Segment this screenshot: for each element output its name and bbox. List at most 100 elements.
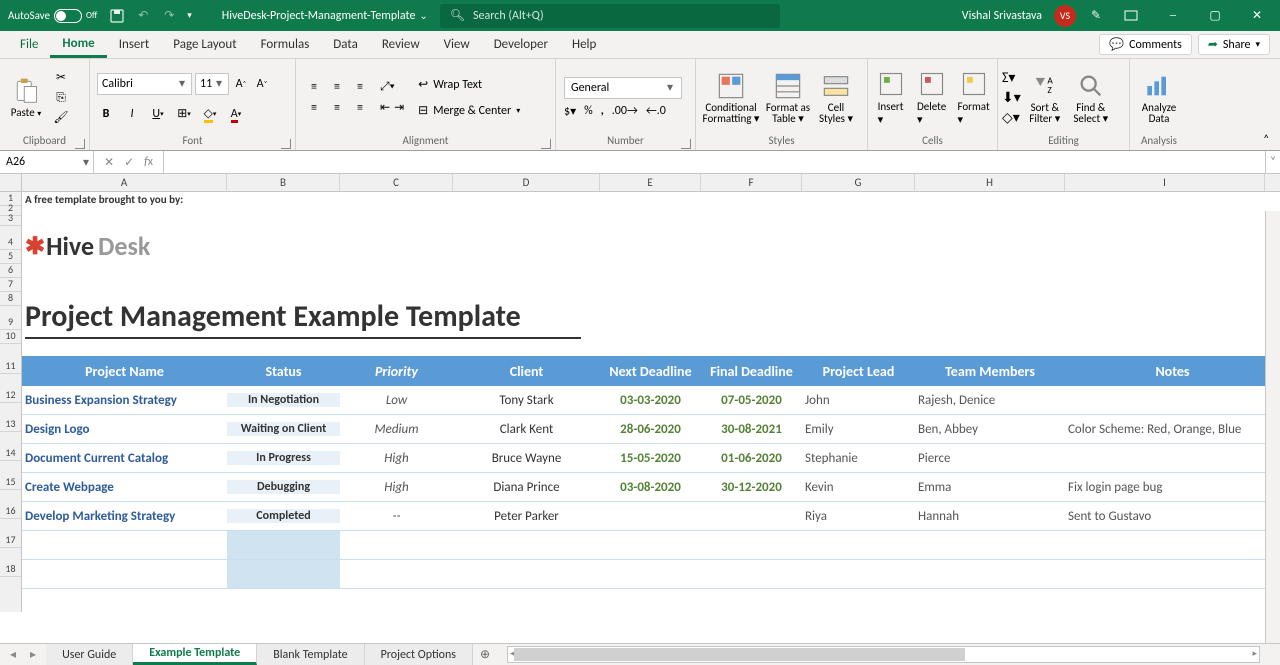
- col-header-E[interactable]: E: [600, 174, 701, 191]
- cell-final-deadline[interactable]: 30-12-2020: [701, 480, 802, 495]
- cell-project-name[interactable]: Develop Marketing Strategy: [22, 509, 227, 524]
- collapse-ribbon-icon[interactable]: ˄: [1263, 133, 1277, 147]
- sheet-tab-user-guide[interactable]: User Guide: [46, 644, 133, 665]
- font-color-button[interactable]: A▾: [227, 105, 245, 123]
- row-header[interactable]: 12: [0, 374, 21, 403]
- user-avatar[interactable]: VS: [1054, 5, 1076, 27]
- cell-project-lead[interactable]: John: [802, 393, 915, 408]
- table-row[interactable]: [22, 531, 1280, 560]
- align-middle-icon[interactable]: ≡: [327, 78, 347, 96]
- cell-status[interactable]: Completed: [227, 509, 340, 523]
- ribbon-display-icon[interactable]: [1116, 6, 1146, 26]
- cell-client[interactable]: Clark Kent: [453, 422, 600, 437]
- cell-status[interactable]: In Negotiation: [227, 393, 340, 407]
- cell-status[interactable]: Debugging: [227, 480, 340, 494]
- cell-notes[interactable]: Fix login page bug: [1065, 480, 1280, 495]
- col-header-H[interactable]: H: [915, 174, 1065, 191]
- expand-formula-icon[interactable]: ˅: [1265, 151, 1280, 173]
- cell-team-members[interactable]: Hannah: [915, 509, 1065, 524]
- insert-cells-button[interactable]: Insert▾: [872, 70, 909, 126]
- tab-formulas[interactable]: Formulas: [249, 31, 322, 58]
- row-header[interactable]: 11: [0, 344, 21, 374]
- tab-pagelayout[interactable]: Page Layout: [161, 31, 248, 58]
- col-header-B[interactable]: B: [227, 174, 340, 191]
- cell-priority[interactable]: --: [340, 509, 453, 524]
- share-button[interactable]: ➦Share▾: [1198, 34, 1270, 55]
- cell-client[interactable]: Diana Prince: [453, 480, 600, 495]
- row-header[interactable]: 6: [0, 264, 21, 278]
- orientation-icon[interactable]: ⤢▾: [380, 80, 404, 94]
- cell-project-name[interactable]: Design Logo: [22, 422, 227, 437]
- align-center-icon[interactable]: ≡: [327, 99, 347, 117]
- row-header[interactable]: 17: [0, 519, 21, 548]
- cell-team-members[interactable]: Rajesh, Denice: [915, 393, 1065, 408]
- table-row[interactable]: Develop Marketing StrategyCompleted--Pet…: [22, 502, 1280, 531]
- alignment-dialog-icon[interactable]: [541, 139, 551, 149]
- sheet-nav-next-icon[interactable]: ▸: [30, 647, 36, 662]
- row-header[interactable]: 3: [0, 216, 21, 226]
- cell-next-deadline[interactable]: 28-06-2020: [600, 422, 701, 437]
- row-header[interactable]: 16: [0, 490, 21, 519]
- qat-dropdown-icon[interactable]: ▾: [187, 10, 192, 21]
- col-header-F[interactable]: F: [701, 174, 802, 191]
- row-header[interactable]: 13: [0, 403, 21, 432]
- cell-project-name[interactable]: Document Current Catalog: [22, 451, 227, 466]
- row-header[interactable]: 7: [0, 278, 21, 292]
- cell-priority[interactable]: High: [340, 451, 453, 466]
- table-row[interactable]: [22, 560, 1280, 589]
- tab-home[interactable]: Home: [50, 31, 106, 58]
- sheet-tab-project-options[interactable]: Project Options: [365, 644, 473, 665]
- currency-icon[interactable]: $▾: [564, 104, 576, 119]
- cell-notes[interactable]: Sent to Gustavo: [1065, 509, 1280, 524]
- paste-button[interactable]: Paste ▾: [4, 76, 48, 119]
- decrease-decimal-icon[interactable]: ←.0: [646, 104, 666, 119]
- sheet-area[interactable]: A free template brought to you by: ✱Hive…: [22, 192, 1280, 612]
- table-row[interactable]: Document Current CatalogIn ProgressHighB…: [22, 444, 1280, 473]
- tab-review[interactable]: Review: [370, 31, 432, 58]
- sheet-nav-prev-icon[interactable]: ◂: [10, 647, 16, 662]
- conditional-formatting-button[interactable]: Conditional Formatting ▾: [700, 72, 762, 124]
- cell-next-deadline[interactable]: 03-03-2020: [600, 393, 701, 408]
- italic-button[interactable]: I: [123, 105, 141, 123]
- row-header[interactable]: 14: [0, 432, 21, 461]
- table-row[interactable]: Create WebpageDebuggingHighDiana Prince0…: [22, 473, 1280, 502]
- cell-next-deadline[interactable]: 15-05-2020: [600, 451, 701, 466]
- delete-cells-button[interactable]: Delete▾: [913, 70, 950, 126]
- cell-final-deadline[interactable]: 30-08-2021: [701, 422, 802, 437]
- cell-status[interactable]: Waiting on Client: [227, 422, 340, 436]
- vertical-scrollbar[interactable]: [1265, 211, 1280, 643]
- row-header[interactable]: 18: [0, 548, 21, 577]
- enter-formula-icon[interactable]: ✓: [124, 155, 134, 170]
- cell-client[interactable]: Bruce Wayne: [453, 451, 600, 466]
- cancel-formula-icon[interactable]: ✕: [104, 155, 114, 170]
- col-header-A[interactable]: A: [22, 174, 227, 191]
- fill-icon[interactable]: ⬇▾: [1002, 89, 1021, 106]
- align-right-icon[interactable]: ≡: [350, 99, 370, 117]
- cell-project-lead[interactable]: Kevin: [802, 480, 915, 495]
- tab-insert[interactable]: Insert: [107, 31, 162, 58]
- cell-status[interactable]: In Progress: [227, 451, 340, 465]
- comments-button[interactable]: 💬Comments: [1099, 34, 1192, 55]
- cell-project-name[interactable]: Business Expansion Strategy: [22, 393, 227, 408]
- cell-notes[interactable]: Color Scheme: Red, Orange, Blue: [1065, 422, 1280, 437]
- col-header-G[interactable]: G: [802, 174, 915, 191]
- tab-developer[interactable]: Developer: [482, 31, 560, 58]
- pen-icon[interactable]: ✎: [1088, 8, 1104, 24]
- cell-next-deadline[interactable]: 03-08-2020: [600, 480, 701, 495]
- row-header[interactable]: 8: [0, 292, 21, 306]
- cell-team-members[interactable]: Ben, Abbey: [915, 422, 1065, 437]
- number-dialog-icon[interactable]: [681, 139, 691, 149]
- cell-final-deadline[interactable]: 07-05-2020: [701, 393, 802, 408]
- cell-team-members[interactable]: Emma: [915, 480, 1065, 495]
- cell-project-lead[interactable]: Stephanie: [802, 451, 915, 466]
- maximize-icon[interactable]: ▢: [1200, 6, 1230, 26]
- border-button[interactable]: ⊞▾: [175, 105, 193, 123]
- align-top-icon[interactable]: ≡: [304, 78, 324, 96]
- cut-icon[interactable]: ✂: [52, 69, 70, 87]
- number-format-select[interactable]: General▾: [564, 77, 682, 99]
- underline-button[interactable]: U▾: [149, 105, 167, 123]
- font-dialog-icon[interactable]: [281, 139, 291, 149]
- formula-bar[interactable]: [164, 151, 1265, 173]
- row-header[interactable]: 4: [0, 226, 21, 250]
- autosum-icon[interactable]: Σ▾: [1002, 69, 1021, 86]
